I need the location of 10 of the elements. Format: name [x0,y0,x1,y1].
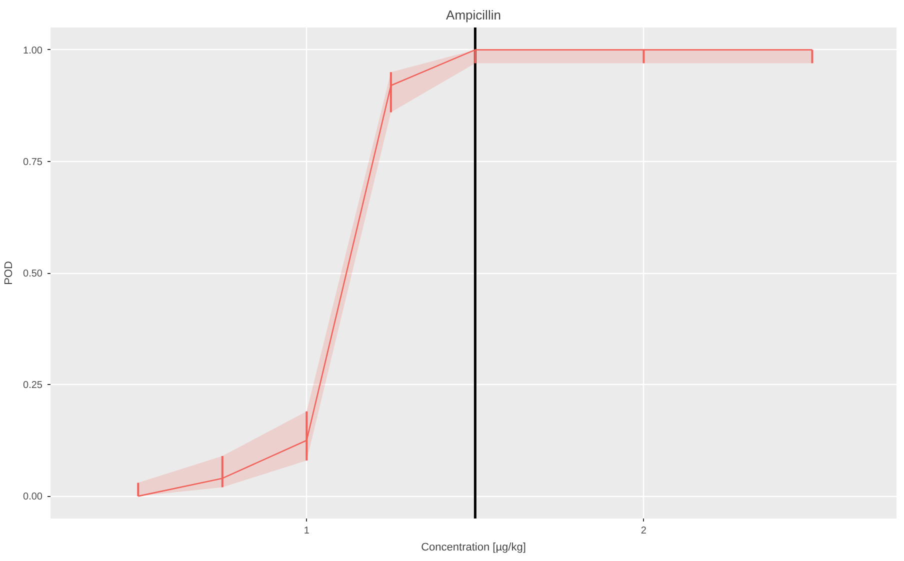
y-tick-label: 0.75 [23,156,43,168]
y-tick-label: 0.25 [23,380,43,392]
chart-title: Ampicillin [446,8,501,22]
x-tick-label: 1 [304,526,310,536]
y-axis-title: POD [3,261,16,285]
y-tick-label: 1.00 [23,45,43,56]
x-tick-label: 2 [640,526,647,536]
x-axis-title: Concentration [µg/kg] [421,542,526,554]
y-tick-label: 0.00 [23,492,43,503]
y-tick-label: 0.50 [23,268,43,280]
